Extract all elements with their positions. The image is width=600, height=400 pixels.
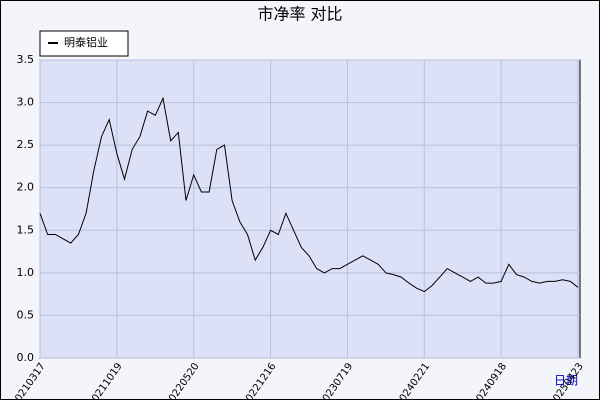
y-tick-label: 3.0 [17, 96, 35, 109]
y-tick-label: 3.5 [17, 53, 35, 66]
y-tick-label: 2.0 [17, 181, 35, 194]
legend-label: 明泰铝业 [64, 35, 108, 49]
y-tick-label: 0.0 [17, 351, 35, 364]
y-tick-label: 0.5 [17, 308, 35, 321]
chart-title: 市净率 对比 [257, 5, 342, 24]
y-tick-label: 1.5 [17, 223, 35, 236]
y-tick-label: 1.0 [17, 266, 35, 279]
plot-area [39, 59, 581, 359]
x-axis-label: 日期 [554, 374, 578, 388]
y-tick-label: 2.5 [17, 138, 35, 151]
data-line [39, 96, 579, 293]
